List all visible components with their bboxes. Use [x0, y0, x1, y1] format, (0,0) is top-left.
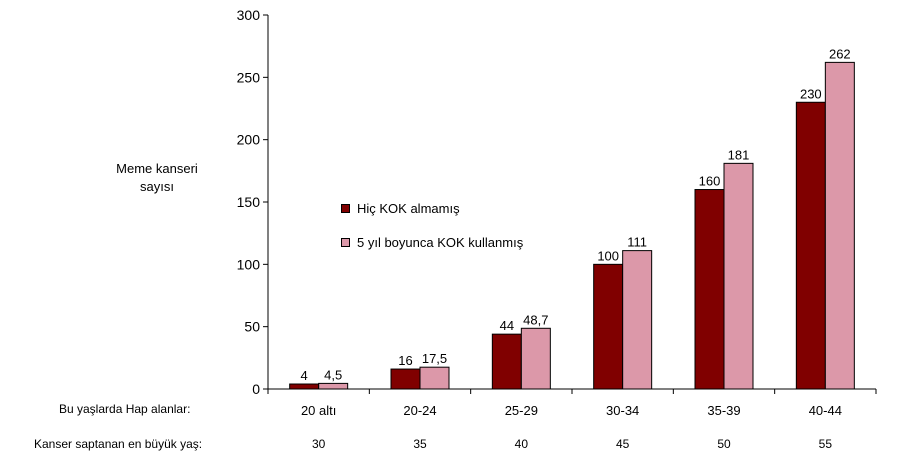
x-tick-label: 20 altı	[301, 403, 336, 418]
axes: 0 50 100 150 200 250 300	[237, 7, 877, 397]
y-tick-label: 50	[244, 319, 260, 335]
bar-series-1-25-29	[491, 333, 522, 390]
max-age-value: 45	[615, 437, 630, 451]
data-label-series-2: 262	[829, 46, 851, 61]
data-label-series-2: 111	[627, 235, 647, 250]
data-label-series-1: 16	[398, 353, 412, 368]
legend-label-series-2: 5 yıl boyunca KOK kullanmış	[357, 234, 524, 250]
data-label-series-2: 48,7	[523, 312, 548, 327]
max-age-value: 30	[311, 437, 326, 451]
data-label-series-1: 4	[301, 368, 308, 383]
max-age-value: 50	[717, 437, 731, 451]
legend: Hiç KOK almamış 5 yıl boyunca KOK kullan…	[341, 198, 523, 266]
data-label-series-2: 17,5	[422, 351, 447, 366]
y-tick-label: 200	[237, 132, 261, 148]
max-age-value: 40	[514, 437, 528, 451]
x-tick-label: 30-34	[606, 403, 639, 418]
bar-series-1-35-39	[694, 189, 725, 390]
data-label-series-1: 160	[699, 174, 721, 189]
legend-label-series-1: Hiç KOK almamış	[357, 200, 460, 216]
legend-swatch-series-2	[341, 237, 350, 247]
y-axis-label-line-1: Meme kanseri	[116, 161, 198, 176]
row-label-max-age-detected: Kanser saptanan en büyük yaş:	[34, 437, 203, 451]
data-label-series-2: 181	[728, 147, 750, 162]
y-tick-label: 300	[237, 7, 261, 23]
data-label-series-2: 4,5	[324, 367, 342, 382]
y-tick-label: 100	[237, 256, 261, 272]
bar-series-2-30-34	[622, 250, 653, 390]
row-label-ages-taking-pill: Bu yaşlarda Hap alanlar:	[59, 402, 191, 416]
y-axis-label-line-2: sayısı	[140, 179, 174, 194]
y-tick-label: 150	[237, 194, 261, 210]
max-age-value: 55	[818, 437, 832, 451]
x-tick-label: 25-29	[505, 403, 538, 418]
legend-item-series-2: 5 yıl boyunca KOK kullanmış	[341, 232, 523, 252]
x-tick-label: 40-44	[809, 403, 842, 418]
x-tick-label: 20-24	[403, 403, 436, 418]
bar-series-2-20-24	[419, 366, 450, 390]
bar-series-2-25-29	[520, 327, 551, 390]
bar-series-1-40-44	[795, 101, 826, 390]
max-age-value: 35	[413, 437, 427, 451]
bar-series-1-20-24	[390, 368, 421, 390]
data-label-series-1: 100	[597, 248, 619, 263]
y-tick-label: 0	[252, 381, 260, 397]
bar-series-1-20 altı	[289, 383, 320, 390]
legend-swatch-series-1	[341, 203, 350, 213]
data-label-series-1: 44	[500, 318, 514, 333]
bar-series-2-35-39	[723, 162, 754, 390]
labels: 4 4,5 20 altı 16 17,5 20-24 44 48,7 25-29 100 111 3…	[301, 46, 851, 418]
x-tick-label: 35-39	[707, 403, 740, 418]
y-axis-label: Meme kanseri sayısı	[92, 160, 222, 196]
bar-series-2-20 altı	[318, 382, 349, 390]
bar-series-1-30-34	[593, 263, 624, 390]
data-label-series-1: 230	[800, 86, 822, 101]
y-tick-label: 250	[237, 69, 261, 85]
bar-series-2-40-44	[824, 61, 855, 390]
legend-item-series-1: Hiç KOK almamış	[341, 198, 523, 218]
bars	[289, 61, 855, 390]
